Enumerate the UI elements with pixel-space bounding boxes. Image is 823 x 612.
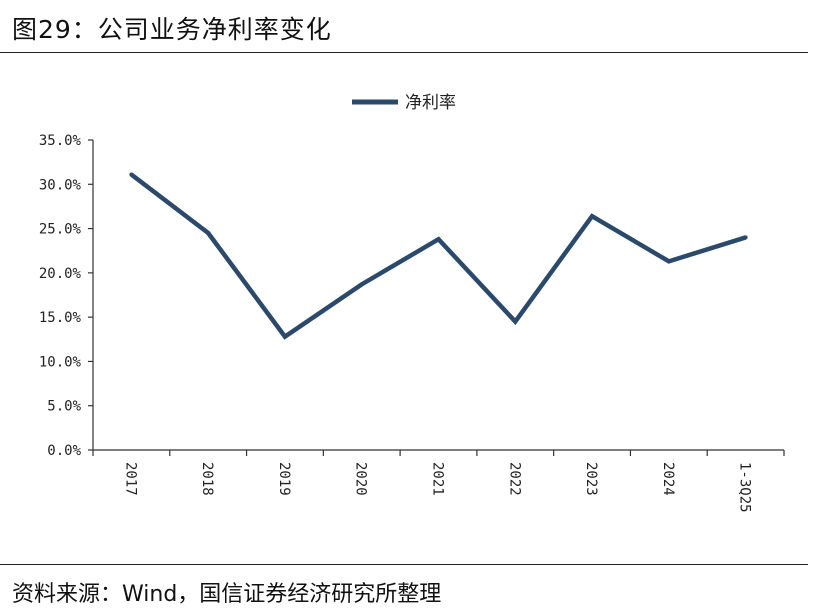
y-tick-label: 0.0% xyxy=(47,443,81,459)
bottom-rule xyxy=(0,564,808,565)
x-tick-label: 2022 xyxy=(506,462,522,496)
y-tick-label: 10.0% xyxy=(39,354,82,370)
data-point xyxy=(359,282,364,287)
line-chart: 净利率 0.0% 5.0% 10.0% 15.0% 20.0% 25.0% 30.0% 35.… xyxy=(39,93,785,513)
x-tick-label: 2018 xyxy=(199,462,215,496)
x-tick-label: 2017 xyxy=(122,462,138,496)
data-point xyxy=(282,334,287,339)
data-point xyxy=(666,259,671,264)
data-point xyxy=(206,231,211,235)
x-tick-label: 2020 xyxy=(353,462,369,496)
y-tick-label: 20.0% xyxy=(39,266,82,282)
x-tick-label: 2024 xyxy=(660,462,676,496)
data-point xyxy=(513,319,518,324)
data-point xyxy=(590,214,595,219)
legend-label: 净利率 xyxy=(405,93,456,113)
figure-title: 图29：公司业务净利率变化 xyxy=(12,15,332,44)
source-note: 资料来源：Wind，国信证券经济研究所整理 xyxy=(12,582,442,607)
data-point xyxy=(129,172,134,177)
y-tick-label: 5.0% xyxy=(47,399,81,415)
plot-area xyxy=(129,172,748,340)
y-tick-label: 30.0% xyxy=(39,177,82,193)
data-point xyxy=(743,235,748,240)
y-tick-label: 15.0% xyxy=(39,310,82,326)
y-axis: 0.0% 5.0% 10.0% 15.0% 20.0% 25.0% 30.0% 35.0% xyxy=(39,133,94,459)
data-point xyxy=(436,237,441,242)
y-tick-label: 35.0% xyxy=(39,133,82,149)
x-axis: 2017 2018 2019 2020 2021 2022 2023 2024 1-3Q25 xyxy=(92,449,785,513)
chart-legend: 净利率 xyxy=(352,93,456,113)
series-line xyxy=(130,172,747,340)
x-tick-label: 1-3Q25 xyxy=(737,462,753,513)
y-tick-label: 25.0% xyxy=(39,222,82,238)
top-rule xyxy=(0,52,808,53)
x-tick-label: 2021 xyxy=(430,462,446,496)
x-tick-label: 2019 xyxy=(276,462,292,496)
x-tick-label: 2023 xyxy=(583,462,599,496)
